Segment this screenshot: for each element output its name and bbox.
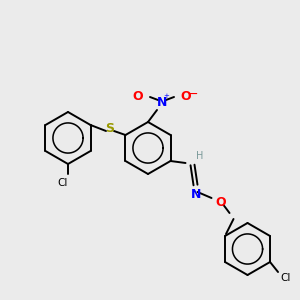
Text: +: + [163,93,169,99]
Text: N: N [191,188,202,200]
Text: Cl: Cl [281,273,291,283]
Text: −: − [188,88,198,100]
Text: H: H [196,151,203,161]
Text: N: N [157,95,167,109]
Text: O: O [133,89,143,103]
Text: O: O [181,89,191,103]
Text: Cl: Cl [58,178,68,188]
Text: S: S [106,122,115,136]
Text: O: O [215,196,226,209]
